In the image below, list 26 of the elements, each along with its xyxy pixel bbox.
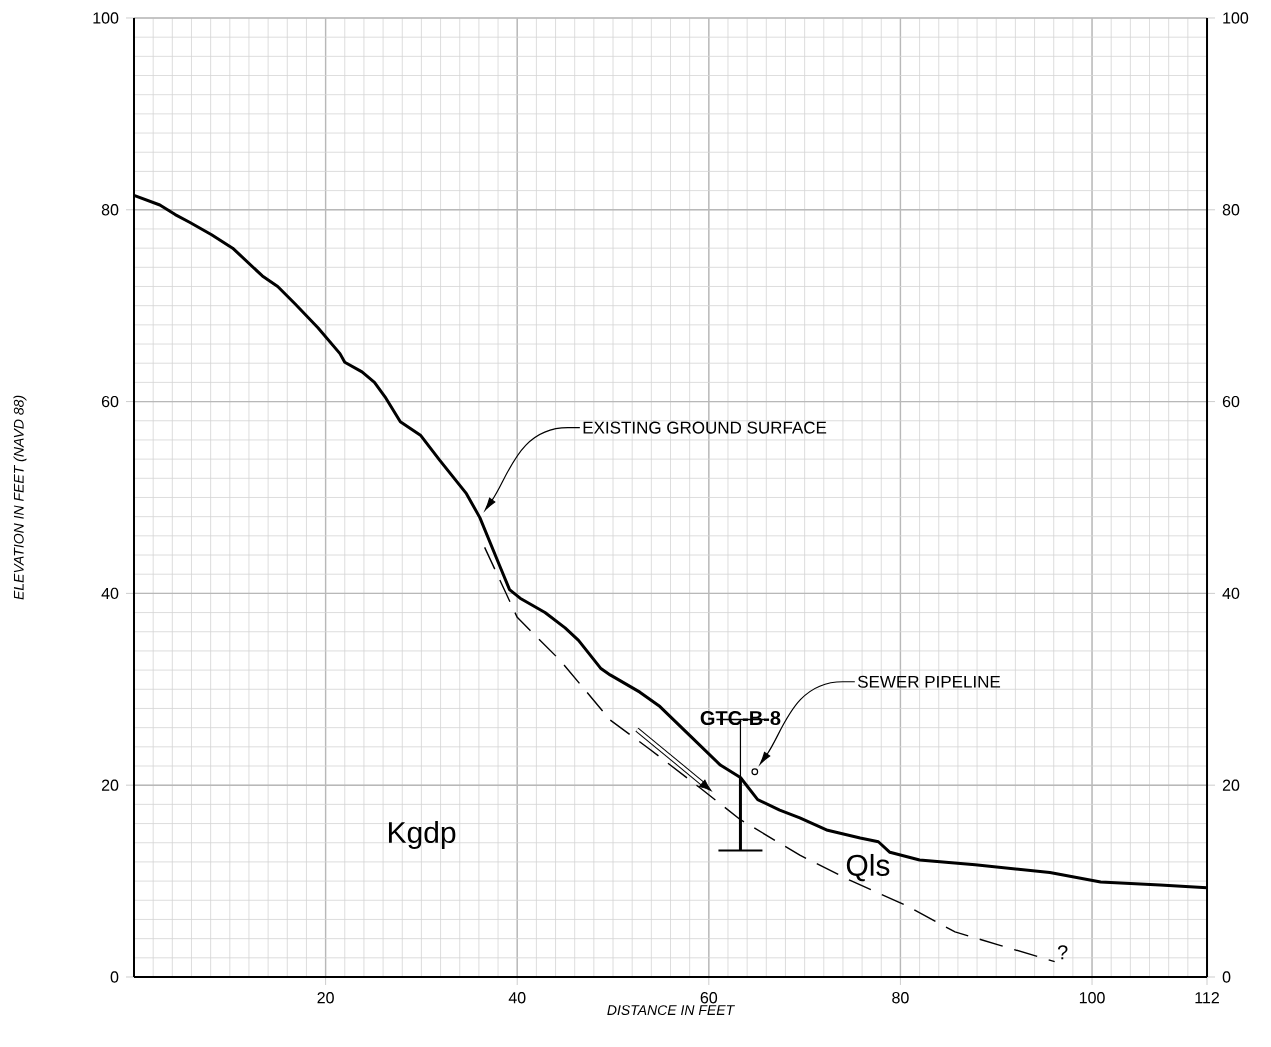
annotation: Kgdp xyxy=(388,821,456,850)
y2-tick-label: 60 xyxy=(1222,395,1240,408)
y-axis-title: ELEVATION IN FEET (NAVD 88) xyxy=(13,395,27,600)
annotation: EXISTING GROUND SURFACE xyxy=(583,421,827,434)
x-tick-label: 100 xyxy=(1079,992,1105,1004)
y-tick-label: 60 xyxy=(101,395,119,408)
y2-tick-label: 20 xyxy=(1222,779,1240,791)
y-tick-label: 40 xyxy=(101,587,119,600)
annotation: SEWER PIPELINE xyxy=(857,675,1001,688)
y-tick-label: 100 xyxy=(93,12,119,24)
annotation: Qls xyxy=(846,853,890,882)
y-tick-label: 80 xyxy=(101,204,119,216)
y2-tick-label: 0 xyxy=(1222,971,1231,983)
x-tick-label: 112 xyxy=(1195,992,1219,1004)
x-tick-label: 80 xyxy=(892,992,909,1004)
x-tick-label: 20 xyxy=(317,992,334,1004)
y-tick-label: 20 xyxy=(101,779,119,791)
text: GTC-B-8 xyxy=(700,710,781,726)
y2-tick-label: 80 xyxy=(1222,204,1240,216)
annotation: ? xyxy=(1057,945,1068,960)
y2-tick-label: 100 xyxy=(1223,12,1249,24)
x-tick-label: 60 xyxy=(700,992,718,1004)
y2-tick-label: 40 xyxy=(1222,587,1240,600)
x-tick-label: 40 xyxy=(508,992,526,1004)
y-tick-label: 0 xyxy=(110,971,119,983)
x-axis-title: DISTANCE IN FEET xyxy=(607,1005,735,1016)
